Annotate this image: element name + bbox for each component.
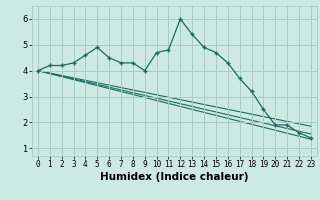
X-axis label: Humidex (Indice chaleur): Humidex (Indice chaleur)	[100, 172, 249, 182]
